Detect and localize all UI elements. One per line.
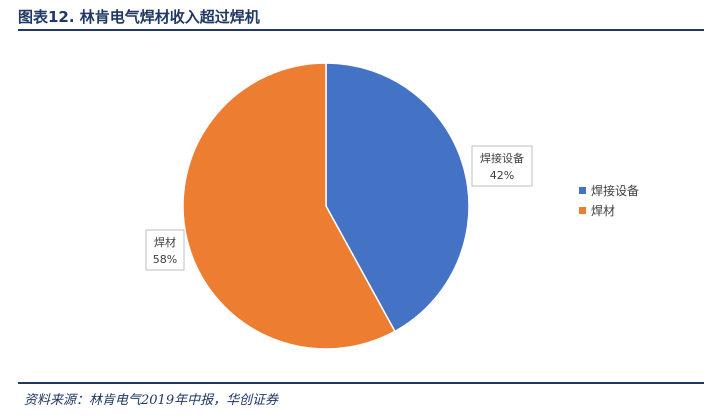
data-label-value: 58% (153, 253, 177, 266)
legend-swatch-1 (579, 187, 586, 194)
figure-title: 图表12. 林肯电气焊材收入超过焊机 (18, 8, 260, 26)
pie-slice-1 (325, 62, 470, 333)
data-label-box (145, 229, 185, 271)
pie-callouts: 焊接设备 42% 焊材 58% (145, 145, 533, 271)
data-label-value: 42% (490, 169, 514, 182)
data-label-box (471, 145, 533, 187)
data-label-1: 焊接设备 42% (471, 145, 533, 187)
data-label-category: 焊接设备 (480, 151, 524, 165)
pie-slices (182, 62, 470, 350)
data-label-category: 焊材 (154, 235, 176, 249)
source-rule (18, 382, 704, 384)
title-rule (18, 29, 704, 31)
data-label-2: 焊材 58% (145, 229, 185, 271)
pie-slice-2 (182, 62, 396, 350)
legend-swatch-2 (579, 207, 586, 214)
source-note: 资料来源：林肯电气2019年中报，华创证券 (24, 393, 279, 408)
legend-label-1: 焊接设备 (591, 183, 639, 198)
legend-label-2: 焊材 (591, 203, 615, 218)
